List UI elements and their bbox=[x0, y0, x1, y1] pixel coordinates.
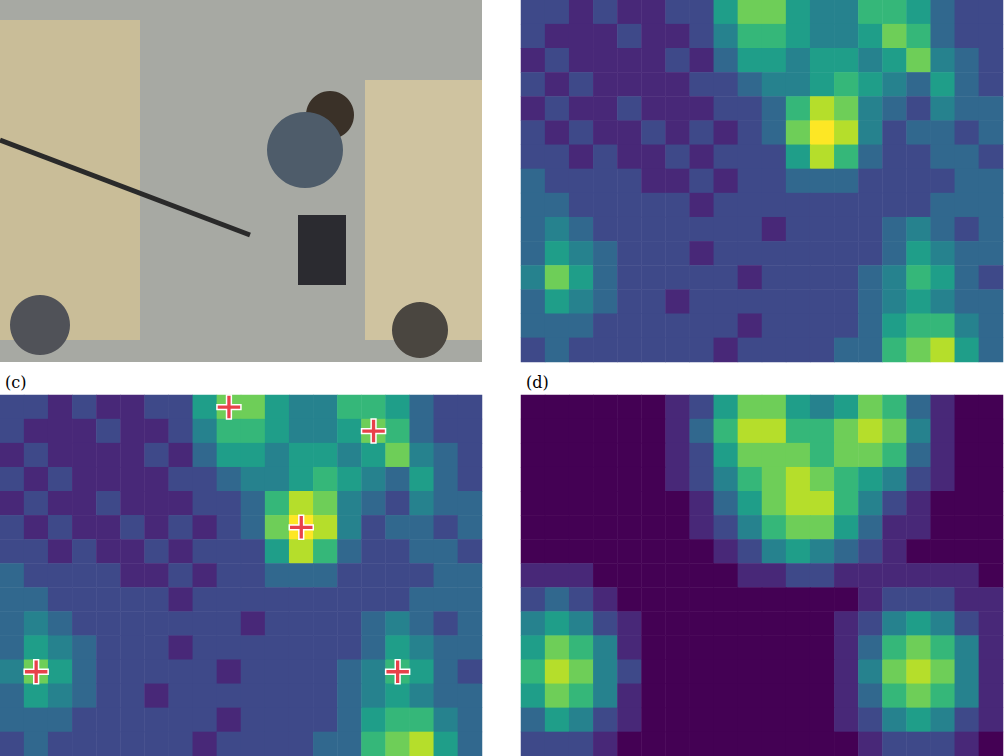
svg-text:(d): (d) bbox=[526, 373, 549, 392]
svg-text:(c): (c) bbox=[5, 373, 26, 392]
